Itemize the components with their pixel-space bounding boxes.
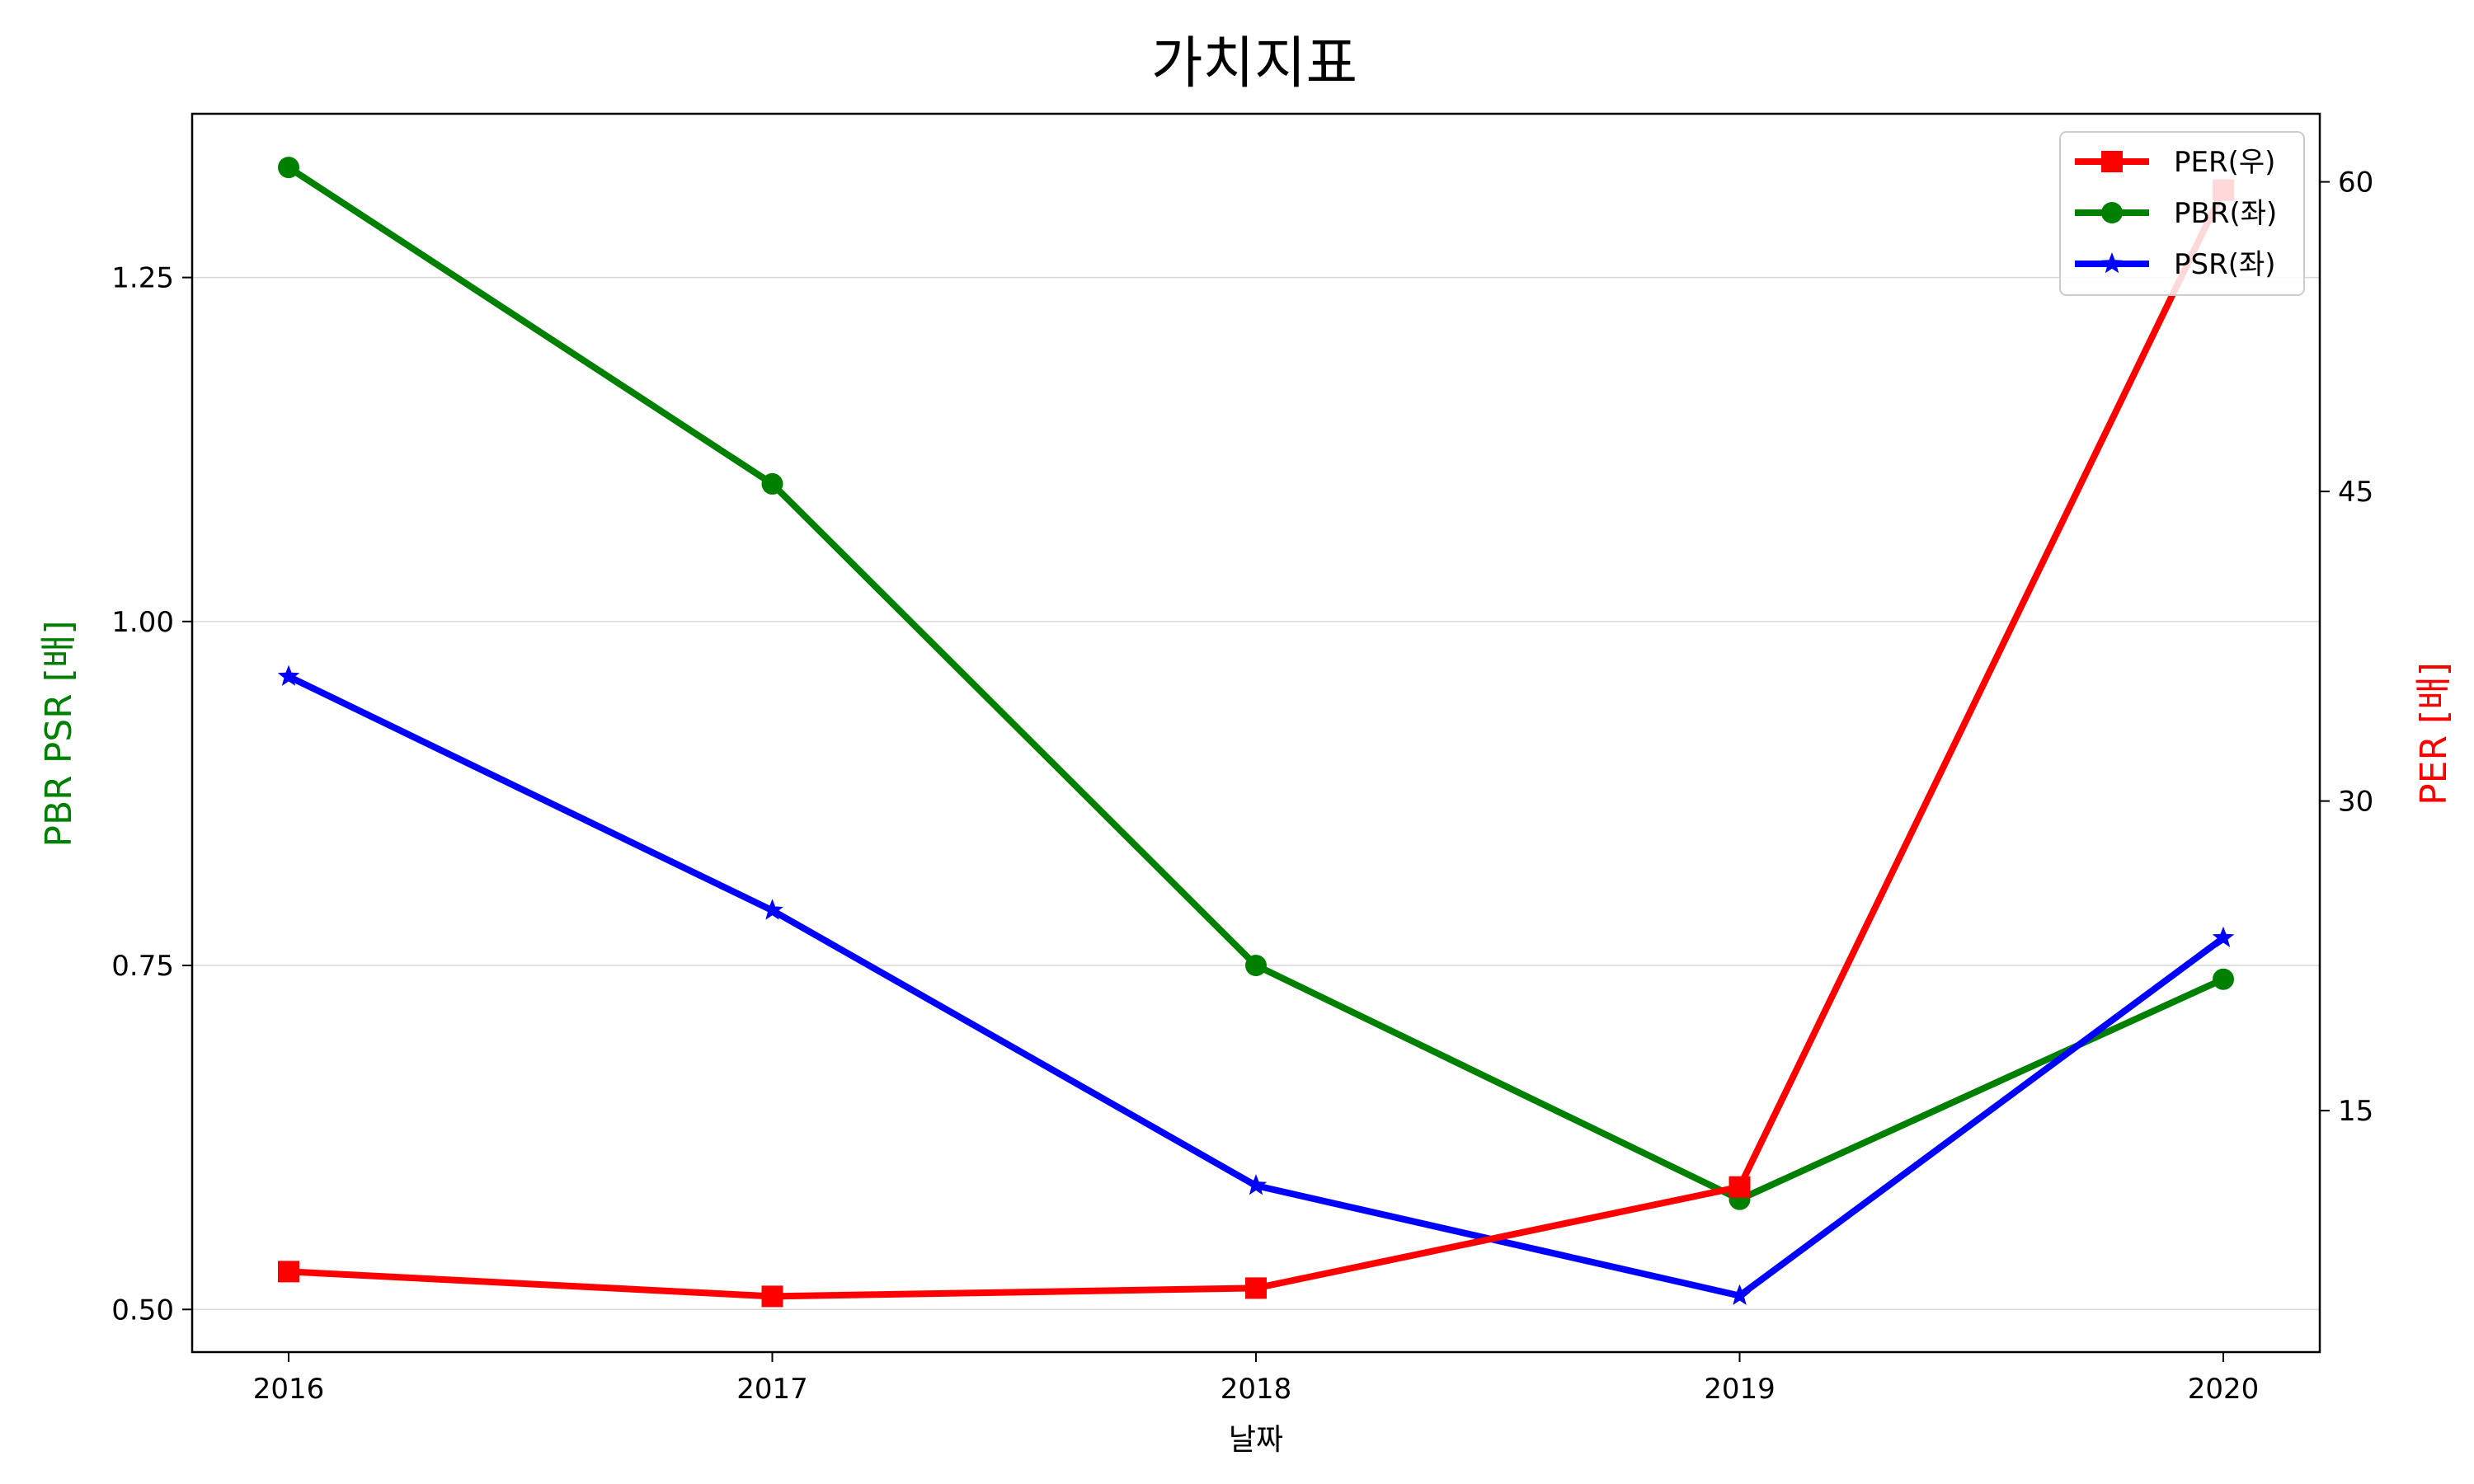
data-point-pbr <box>278 157 299 179</box>
data-point-psr <box>761 899 783 920</box>
left-tick-label: 1.00 <box>111 606 174 639</box>
x-tick-label: 2017 <box>736 1373 808 1406</box>
data-point-psr <box>1244 1174 1268 1195</box>
x-axis-label: 날짜 <box>1229 1423 1283 1457</box>
legend-marker-per <box>2101 151 2123 172</box>
data-point-per <box>1245 1277 1267 1299</box>
data-point-psr <box>277 665 300 686</box>
x-tick-label: 2019 <box>1704 1373 1776 1406</box>
series-line-psr <box>285 673 2227 1299</box>
x-tick-label: 2020 <box>2188 1373 2260 1406</box>
data-point-per <box>278 1261 299 1283</box>
right-tick-label: 60 <box>2338 167 2373 200</box>
series-pbr <box>278 157 2234 1210</box>
right-tick-label: 15 <box>2338 1095 2373 1128</box>
data-point-per <box>1729 1176 1751 1198</box>
plot-frame <box>190 112 2321 1354</box>
left-tick-label: 0.75 <box>111 950 174 983</box>
data-point-pbr <box>2213 968 2234 990</box>
legend-label-psr: PSR(좌) <box>2174 248 2276 281</box>
series-psr <box>277 665 2235 1305</box>
left-y-axis: 0.50 0.75 1.00 1.25 <box>111 262 192 1327</box>
data-point-pbr <box>761 472 783 495</box>
x-tick-label: 2018 <box>1221 1373 1292 1406</box>
left-tick-label: 0.50 <box>111 1294 174 1327</box>
right-tick-label: 45 <box>2338 476 2373 509</box>
left-y-axis-label: PBR PSR [배] <box>38 620 80 847</box>
chart-title: 가치지표 <box>1151 31 1357 96</box>
legend-label-pbr: PBR(좌) <box>2174 197 2277 230</box>
right-y-axis-label: PER [배] <box>2413 662 2455 805</box>
data-point-psr <box>2212 926 2235 947</box>
legend-marker-psr <box>2100 252 2124 274</box>
x-axis: 2016 2017 2018 2019 2020 <box>253 1352 2260 1406</box>
grid-lines <box>192 276 2320 1311</box>
x-tick-label: 2016 <box>253 1373 325 1406</box>
legend: PER(우) PBR(좌) PSR(좌) <box>2059 131 2305 296</box>
left-tick-label: 1.25 <box>111 262 174 295</box>
right-tick-label: 30 <box>2338 786 2373 819</box>
legend-label-per: PER(우) <box>2174 146 2275 179</box>
data-point-psr <box>1729 1284 1751 1305</box>
legend-box <box>2059 131 2305 296</box>
data-point-per <box>761 1285 783 1308</box>
series-line-pbr <box>285 164 2227 1203</box>
right-y-axis: 15 30 45 60 <box>2320 167 2373 1128</box>
data-point-pbr <box>1245 955 1267 977</box>
series-layer <box>277 157 2235 1308</box>
legend-marker-pbr <box>2101 202 2123 223</box>
